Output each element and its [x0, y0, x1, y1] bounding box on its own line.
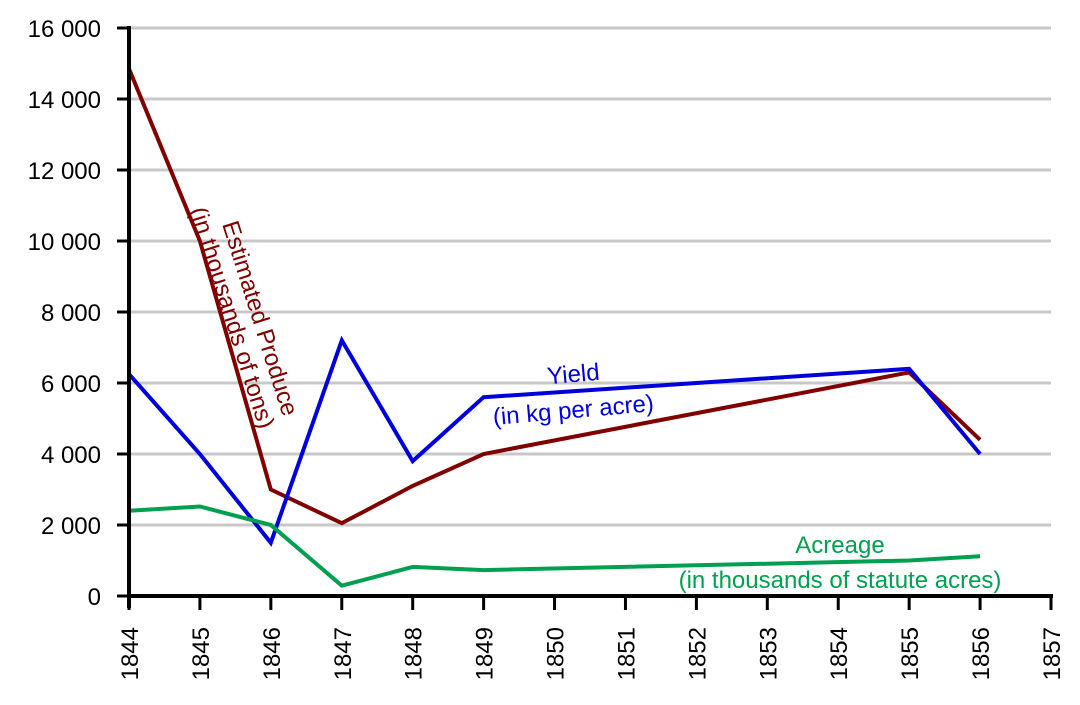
- series-lines: [127, 68, 982, 588]
- gridlines: [129, 26, 1051, 527]
- x-tick-label: 1849: [472, 627, 499, 680]
- y-tick-label: 8 000: [41, 300, 101, 327]
- x-tick-label: 1850: [543, 627, 570, 680]
- series-labels: Estimated Produce(in thousands of tons) Y…: [184, 204, 1001, 594]
- x-tick-label: 1848: [401, 627, 428, 680]
- series-label: Yield: [546, 359, 601, 390]
- x-tick-label: 1845: [188, 627, 215, 680]
- y-tick-label: 12 000: [28, 158, 101, 185]
- x-tick-label: 1852: [684, 627, 711, 680]
- axes: 0 2 000 4 000 6 000 8 000 10 000 12 000 14 000 1…: [28, 16, 1066, 680]
- y-tick-label: 0: [88, 584, 101, 611]
- y-tick-label: 10 000: [28, 229, 101, 256]
- series-line: [128, 504, 981, 588]
- y-tick-label: 14 000: [28, 87, 101, 114]
- x-tick-label: 1846: [259, 627, 286, 680]
- series-line: [127, 68, 982, 526]
- x-tick-label: 1853: [755, 627, 782, 680]
- x-tick-label: 1855: [897, 627, 924, 680]
- series-label: (in thousands of statute acres): [679, 567, 1002, 594]
- x-tick-label: 1857: [1039, 627, 1066, 680]
- x-tick-label: 1847: [330, 627, 357, 680]
- y-tick-label: 2 000: [41, 513, 101, 540]
- x-tick-label: 1854: [826, 627, 853, 680]
- series-line: [127, 335, 982, 547]
- x-tick-label: 1851: [613, 627, 640, 680]
- x-tick-label: 1856: [968, 627, 995, 680]
- y-tick-label: 4 000: [41, 442, 101, 469]
- y-tick-label: 16 000: [28, 16, 101, 43]
- y-tick-label: 6 000: [41, 371, 101, 398]
- series-label: Acreage: [795, 532, 884, 559]
- x-tick-label: 1844: [117, 627, 144, 680]
